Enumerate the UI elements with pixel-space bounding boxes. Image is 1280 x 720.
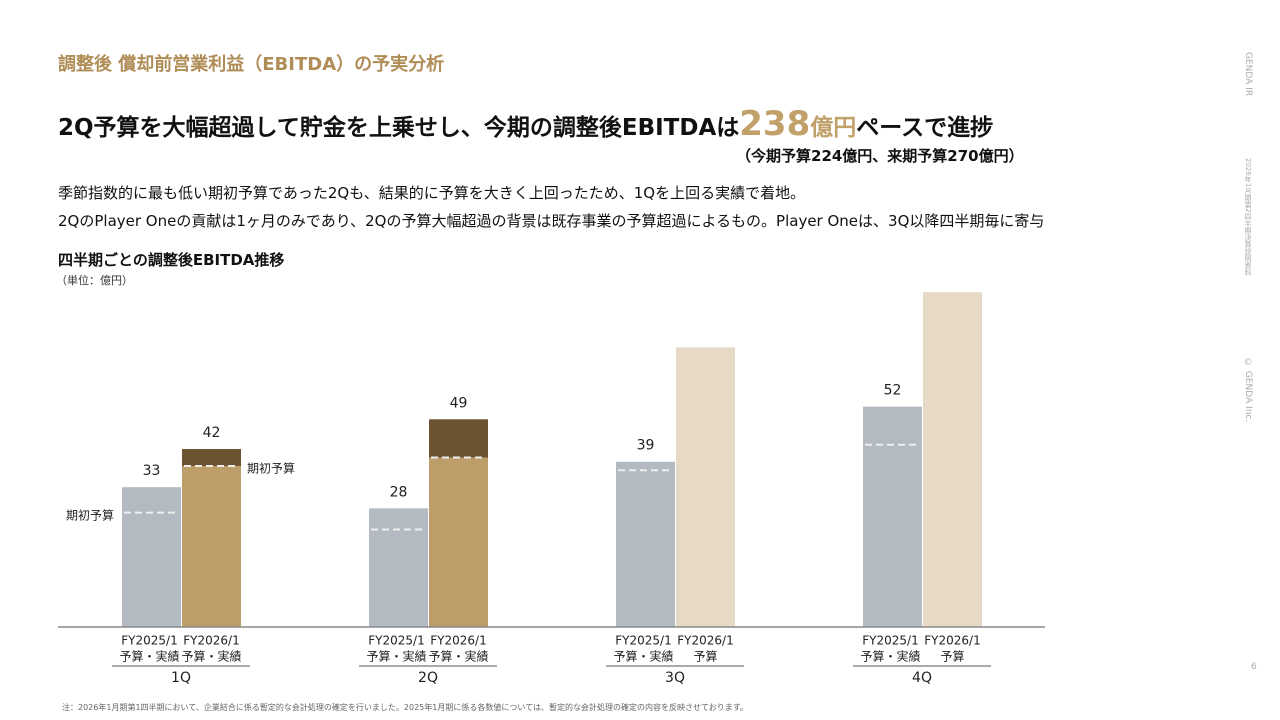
headline-number: 238 [739,104,811,144]
unit: （単位：億円） [56,274,133,287]
bar-label: FY2026/1 [924,634,980,648]
headline-unit: 億円 [810,115,857,141]
bar [923,292,982,627]
value-label: 33 [143,463,161,479]
bar [369,508,428,627]
value-label: 49 [450,395,468,411]
value-label: 42 [203,425,221,441]
x-tick-label: 2Q [418,670,438,686]
bar-label: FY2025/1 [615,634,671,648]
bar-label: 予算・実績 [613,649,673,664]
page-number: 6 [1251,662,1257,672]
bar-label: FY2026/1 [677,634,733,648]
bar-excess [182,449,241,466]
bar-label: FY2025/1 [368,634,424,648]
headline-text: 2Q予算を大幅超過して貯金を上乗せし、今期の調整後EBITDAは [58,115,740,141]
x-tick-label: 4Q [912,670,932,686]
bar-label: 予算 [693,649,717,664]
value-label: 39 [637,438,655,454]
bar [616,461,675,627]
bar-label: 予算・実績 [119,649,179,664]
side-text: © GENDA Inc. [1243,358,1253,423]
body-line: 季節指数的に最も低い期初予算であった2Qも、結果的に予算を大きく上回ったため、1… [58,184,806,202]
value-label: 52 [884,383,902,399]
bar-label: 予算 [940,649,964,664]
bar-label: FY2025/1 [121,634,177,648]
subline: （今期予算224億円、来期予算270億円） [736,147,1024,165]
bar-label: 予算・実績 [181,649,241,664]
value-label: 28 [390,484,408,500]
x-tick-label: 3Q [665,670,685,686]
side-text: GENDA IR [1243,52,1253,97]
bar-label: FY2026/1 [183,634,239,648]
headline-text: ペースで進捗 [856,115,994,141]
headline: 2Q予算を大幅超過して貯金を上乗せし、今期の調整後EBITDAは238億円ペース… [58,104,993,144]
annotation: 期初予算 [247,461,295,476]
bar [182,449,241,627]
annotation: 期初予算 [66,508,114,523]
body-line: 2QのPlayer Oneの貢献は1ヶ月のみであり、2Qの予算大幅超過の背景は既… [58,212,1045,230]
bar-label: 予算・実績 [860,649,920,664]
bar [122,487,181,627]
x-tick-label: 1Q [171,670,191,686]
bar [676,347,735,627]
footnote: 注：2026年1月期第1四半期において、企業結合に係る暫定的な会計処理の確定を行… [62,703,748,712]
side-text: 2026年1月期第2四半期決算説明資料 [1244,158,1252,276]
bar-label: FY2026/1 [430,634,486,648]
bar [863,406,922,627]
section-title: 調整後 償却前営業利益（EBITDA）の予実分析 [58,54,445,75]
bar-label: FY2025/1 [862,634,918,648]
bar-label: 予算・実績 [366,649,426,664]
bar-label: 予算・実績 [428,649,488,664]
chart-title: 四半期ごとの調整後EBITDA推移 [58,251,285,269]
bar-excess [429,419,488,458]
